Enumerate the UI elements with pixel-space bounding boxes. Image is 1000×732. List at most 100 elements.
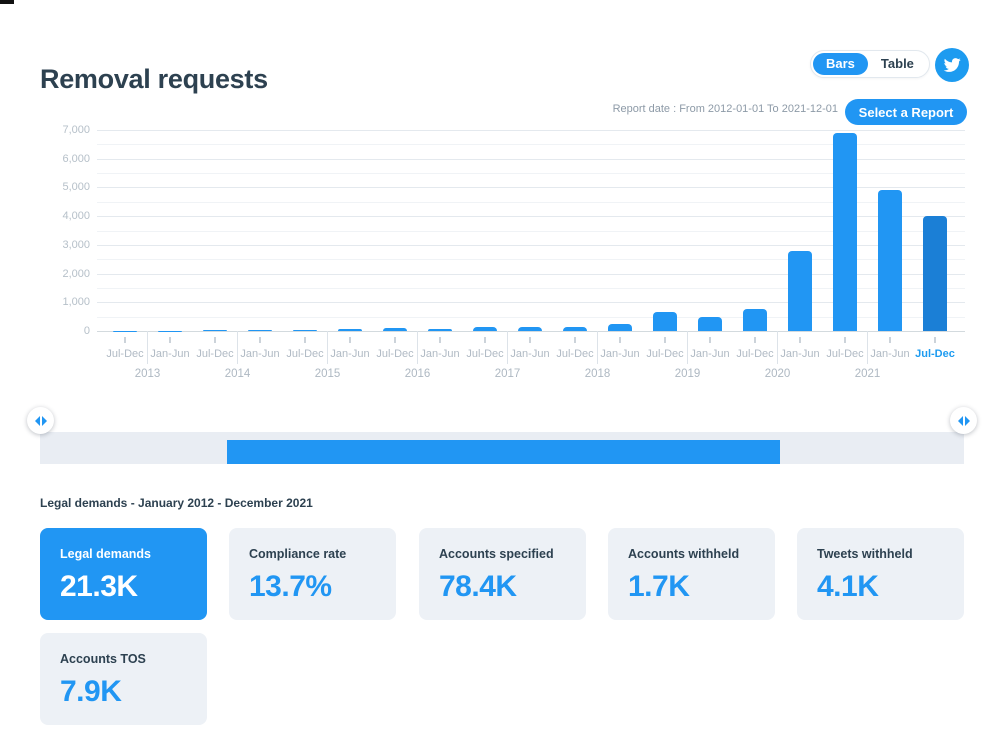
gridline-minor <box>97 316 965 318</box>
y-axis-label: 6,000 <box>62 152 90 165</box>
bar-jan-jun-2018[interactable] <box>608 323 632 331</box>
x-axis-tick <box>484 337 486 343</box>
x-axis-label: Jan-Jun <box>330 348 370 360</box>
gridline-major <box>97 273 965 275</box>
bar-jul-dec-2021[interactable] <box>923 216 947 331</box>
card-label: Accounts TOS <box>60 652 146 666</box>
year-label: 2016 <box>404 368 431 380</box>
card-label: Accounts specified <box>439 547 554 561</box>
y-axis-label: 7,000 <box>62 124 90 136</box>
year-separator <box>597 331 598 364</box>
bar-jan-jun-2016[interactable] <box>428 328 452 331</box>
card-legal-demands[interactable]: Legal demands 21.3K <box>40 528 207 620</box>
bar-jan-jun-2020[interactable] <box>788 251 812 331</box>
brush-selection[interactable] <box>226 440 781 464</box>
year-separator <box>777 331 778 364</box>
x-axis-label: Jul-Dec <box>915 348 955 360</box>
bar-jan-jun-2015[interactable] <box>338 328 362 331</box>
resize-arrows-icon <box>34 415 47 426</box>
y-axis-label: 1,000 <box>62 296 90 309</box>
year-separator <box>327 331 328 364</box>
x-axis-tick <box>169 337 171 343</box>
x-axis-label: Jul-Dec <box>106 348 144 360</box>
year-label: 2019 <box>674 368 701 380</box>
card-value: 4.1K <box>817 570 879 603</box>
view-toggle: Bars Table <box>810 50 930 78</box>
brush-handle-right[interactable] <box>950 407 977 434</box>
x-axis-tick <box>124 337 126 343</box>
bar-jul-dec-2014[interactable] <box>293 329 317 331</box>
bar-jan-jun-2019[interactable] <box>698 317 722 331</box>
card-accounts-specified[interactable]: Accounts specified 78.4K <box>419 528 586 620</box>
bar-jul-dec-2017[interactable] <box>563 326 587 331</box>
report-date-range: Report date : From 2012-01-01 To 2021-12… <box>612 103 838 115</box>
x-axis-label: Jul-Dec <box>556 348 594 360</box>
gridline-minor <box>97 287 965 289</box>
year-separator <box>867 331 868 364</box>
x-axis-tick <box>259 337 261 343</box>
x-axis-tick <box>844 337 846 343</box>
year-label: 2018 <box>584 368 611 380</box>
bar-jul-dec-2016[interactable] <box>473 327 497 331</box>
x-axis-label: Jul-Dec <box>826 348 864 360</box>
year-separator <box>687 331 688 364</box>
year-label: 2015 <box>314 368 341 380</box>
card-tweets-withheld[interactable]: Tweets withheld 4.1K <box>797 528 964 620</box>
x-axis-label: Jul-Dec <box>466 348 504 360</box>
page-title: Removal requests <box>40 64 268 95</box>
x-axis-tick <box>439 337 441 343</box>
gridline-minor <box>97 230 965 232</box>
x-axis-label: Jul-Dec <box>646 348 684 360</box>
card-label: Accounts withheld <box>628 547 740 561</box>
bar-jul-dec-2019[interactable] <box>743 309 767 331</box>
year-label: 2017 <box>494 368 521 380</box>
card-value: 21.3K <box>60 570 138 603</box>
bar-jul-dec-2018[interactable] <box>653 312 677 331</box>
x-axis-tick <box>889 337 891 343</box>
x-axis-tick <box>574 337 576 343</box>
x-axis-label: Jan-Jun <box>870 348 910 360</box>
select-report-button[interactable]: Select a Report <box>845 99 967 125</box>
x-axis-line <box>97 331 965 332</box>
bar-jan-jun-2021[interactable] <box>878 190 902 331</box>
x-axis-label: Jan-Jun <box>600 348 640 360</box>
card-accounts-withheld[interactable]: Accounts withheld 1.7K <box>608 528 775 620</box>
gridline-major <box>97 302 965 304</box>
x-axis-label: Jul-Dec <box>286 348 324 360</box>
year-separator <box>237 331 238 364</box>
summary-caption: Legal demands - January 2012 - December … <box>40 496 313 510</box>
year-separator <box>417 331 418 364</box>
card-value: 13.7% <box>249 570 332 603</box>
card-accounts-tos[interactable]: Accounts TOS 7.9K <box>40 633 207 725</box>
card-compliance-rate[interactable]: Compliance rate 13.7% <box>229 528 396 620</box>
twitter-logo-icon[interactable] <box>935 48 969 82</box>
gridline-major <box>97 244 965 246</box>
bar-jan-jun-2014[interactable] <box>248 330 272 331</box>
x-axis-tick <box>394 337 396 343</box>
x-axis-label: Jul-Dec <box>376 348 414 360</box>
toggle-bars-button[interactable]: Bars <box>813 53 868 75</box>
x-axis-tick <box>214 337 216 343</box>
x-axis-tick <box>709 337 711 343</box>
x-axis-label: Jan-Jun <box>150 348 190 360</box>
x-axis-label: Jan-Jun <box>780 348 820 360</box>
x-axis-tick <box>619 337 621 343</box>
brush-handle-left[interactable] <box>27 407 54 434</box>
resize-arrows-icon <box>957 415 970 426</box>
screen-corner-artifact <box>0 0 14 4</box>
toggle-table-button[interactable]: Table <box>868 53 927 75</box>
bar-jul-dec-2015[interactable] <box>383 328 407 331</box>
gridline-major <box>97 187 965 189</box>
x-axis-label: Jan-Jun <box>240 348 280 360</box>
bar-jul-dec-2013[interactable] <box>203 329 227 331</box>
year-label: 2020 <box>764 368 791 380</box>
bar-jan-jun-2017[interactable] <box>518 327 542 331</box>
year-separator <box>147 331 148 364</box>
y-axis-label: 3,000 <box>62 238 90 251</box>
gridline-minor <box>97 201 965 203</box>
card-value: 78.4K <box>439 570 517 603</box>
card-value: 7.9K <box>60 675 122 708</box>
bar-jul-dec-2020[interactable] <box>833 132 857 331</box>
gridline-minor <box>97 259 965 261</box>
